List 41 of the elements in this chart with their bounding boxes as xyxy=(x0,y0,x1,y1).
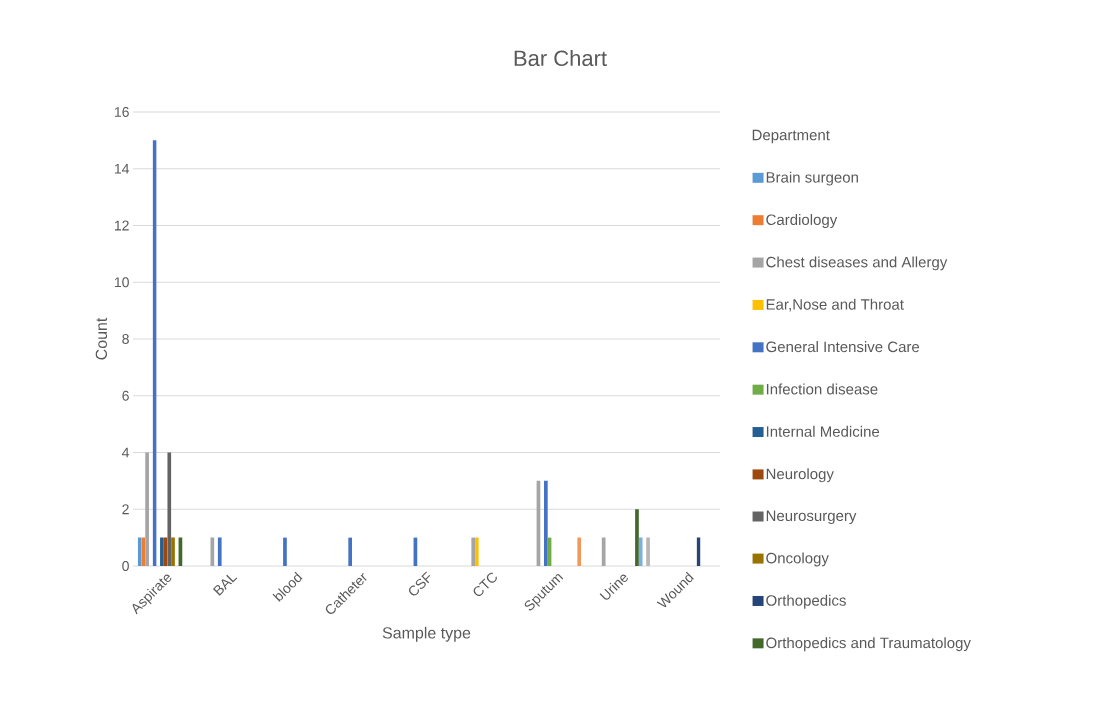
y-tick-label: 12 xyxy=(114,220,129,231)
y-tick-label: 0 xyxy=(122,561,129,571)
bar xyxy=(137,537,142,566)
chart-title: Bar Chart xyxy=(514,49,607,67)
y-tick-label: 16 xyxy=(114,107,129,117)
legend-label: Infection disease xyxy=(766,383,878,395)
bar xyxy=(167,452,172,566)
x-tick-label: BAL xyxy=(212,574,238,596)
y-tick-label: 10 xyxy=(114,277,129,288)
bar xyxy=(217,537,222,566)
legend-label: Neurosurgery xyxy=(766,510,857,525)
legend-label: Ear,Nose and Throat xyxy=(766,298,904,312)
legend-label: Neurology xyxy=(766,468,834,483)
bar xyxy=(601,537,606,566)
y-tick-label: 14 xyxy=(114,163,130,174)
legend-label: Chest diseases and Allergy xyxy=(766,256,948,271)
legend-label: Internal Medicine xyxy=(766,425,880,437)
bar xyxy=(171,537,175,566)
y-axis-title: Count xyxy=(95,317,108,360)
bar xyxy=(471,537,476,566)
legend-label: Orthopedics xyxy=(766,594,846,609)
y-tick-label: 4 xyxy=(122,447,130,458)
y-tick-label: 2 xyxy=(122,504,129,515)
bar xyxy=(210,537,215,566)
legend-label: Oncology xyxy=(766,552,829,567)
y-tick-label: 6 xyxy=(122,390,129,401)
bar xyxy=(638,537,643,566)
bar xyxy=(635,509,639,566)
bar xyxy=(646,537,650,566)
bar xyxy=(160,537,164,566)
x-axis-title: Sample type xyxy=(382,626,471,642)
bar xyxy=(145,452,149,566)
bar xyxy=(283,537,287,566)
legend-label: General Intensive Care xyxy=(766,341,920,353)
legend-label: Cardiology xyxy=(766,214,838,228)
y-tick-label: 8 xyxy=(122,334,129,344)
legend-title: Department xyxy=(752,129,830,144)
bar xyxy=(348,537,353,566)
legend-label: Brain surgeon xyxy=(766,171,858,186)
legend-label: Orthopedics and Traumatology xyxy=(766,637,971,652)
bar xyxy=(544,480,548,566)
